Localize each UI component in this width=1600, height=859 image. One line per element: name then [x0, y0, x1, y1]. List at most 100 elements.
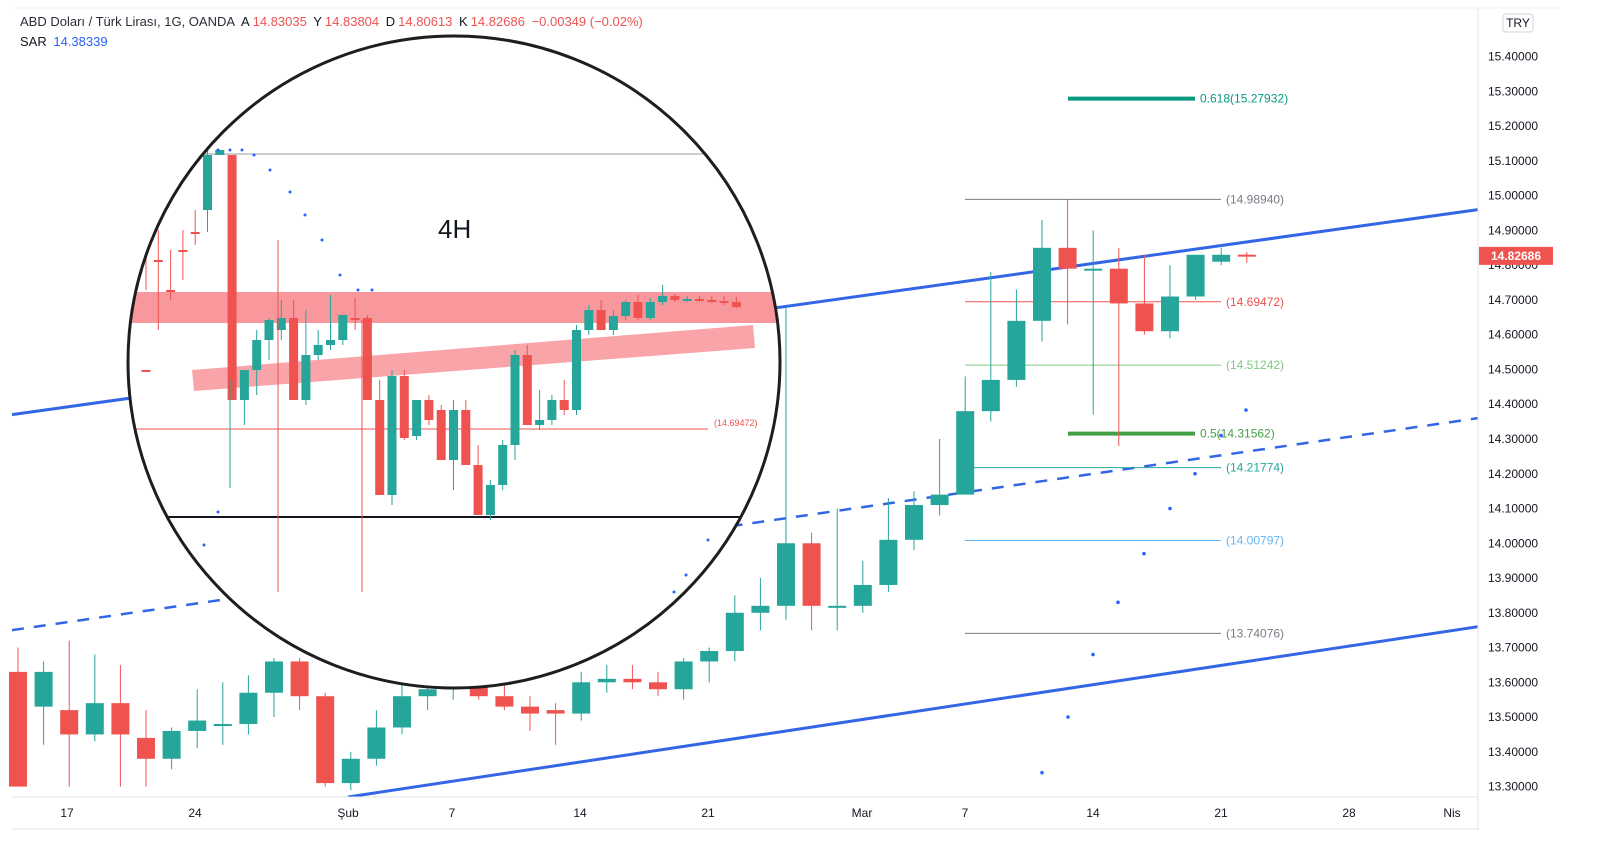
price-tick-label: 14.70000	[1488, 293, 1538, 307]
inset-candle-body	[572, 330, 581, 410]
inset-candle-body	[153, 260, 163, 262]
inset-candle-body	[449, 410, 458, 460]
inset-resistance-zone	[130, 292, 778, 323]
sar-value: 14.38339	[53, 34, 108, 49]
inset-candle-body	[412, 400, 422, 436]
candle-body	[597, 678, 616, 683]
price-tick-label: 13.50000	[1488, 710, 1538, 724]
time-tick-label: 17	[60, 806, 74, 820]
candle-body	[1058, 247, 1077, 269]
inset-candle-body	[596, 310, 606, 330]
inset-candle-body	[276, 318, 286, 330]
candle-body	[367, 727, 386, 759]
candle-body	[265, 661, 283, 693]
candle-body	[981, 379, 1000, 412]
inset-candle-body	[338, 315, 348, 340]
time-axis-bg	[0, 797, 1478, 859]
inset-candle-body	[473, 465, 483, 515]
open-label: A	[240, 14, 250, 29]
inset-level-label: (14.69472)	[714, 418, 758, 428]
time-tick-label: 14	[573, 806, 587, 820]
close-label: K	[459, 14, 468, 29]
candle-body	[341, 758, 360, 784]
inset-sar-dot	[252, 153, 256, 157]
fib-level-label: (14.21774)	[1226, 461, 1284, 475]
inset-candle-body	[264, 320, 274, 340]
candle-body	[60, 710, 79, 735]
price-tick-label: 14.20000	[1488, 467, 1538, 481]
time-tick-label: Mar	[852, 806, 873, 820]
candle-body	[418, 689, 437, 697]
inset-candle-body	[485, 485, 495, 515]
candle-body	[777, 543, 795, 606]
inset-candle-body	[633, 302, 643, 318]
price-tick-label: 14.30000	[1488, 432, 1538, 446]
inset-sar-dot	[706, 538, 710, 542]
candle-body	[1186, 254, 1205, 297]
candle-body	[393, 696, 411, 728]
candle-body	[853, 584, 872, 606]
inset-candle-body	[424, 400, 434, 420]
inset-candle-body	[215, 150, 225, 155]
inset-candle-body	[387, 376, 397, 495]
price-tick-label: 15.00000	[1488, 189, 1538, 203]
price-tick-label: 14.40000	[1488, 397, 1538, 411]
inset-candle-body	[658, 296, 668, 302]
candle-body	[290, 661, 309, 697]
candle-body	[316, 696, 335, 784]
sar-dot	[1244, 408, 1248, 412]
sar-legend: SAR 14.38339	[20, 34, 111, 49]
sar-dot	[1040, 770, 1044, 775]
inset-sar-dot	[356, 288, 360, 292]
candle-body	[828, 605, 847, 608]
candle-body	[34, 671, 53, 707]
inset-sar-dot	[338, 273, 342, 277]
inset-candle-body	[203, 155, 212, 210]
inset-candle-body	[719, 301, 729, 303]
inset-candle-body	[190, 232, 200, 234]
inset-sar-dot	[202, 543, 206, 547]
inset-candle-body	[375, 400, 385, 495]
sar-dot	[1091, 652, 1095, 657]
inset-candle-body	[399, 376, 409, 438]
fib-level-label: (14.51242)	[1226, 358, 1284, 372]
fib-level-label: (14.98940)	[1226, 192, 1284, 206]
inset-candle-body	[535, 420, 545, 425]
price-tick-label: 14.90000	[1488, 223, 1538, 237]
inset-sar-dot	[268, 168, 272, 172]
candle-body	[162, 730, 181, 759]
time-tick-label: 28	[1342, 806, 1356, 820]
candle-body	[9, 671, 27, 787]
inset-candle-body	[362, 318, 372, 400]
low-value: 14.80613	[398, 14, 453, 29]
inset-candle-body	[608, 316, 618, 330]
high-value: 14.83804	[324, 14, 380, 29]
price-tick-label: 15.10000	[1488, 154, 1538, 168]
price-tick-label: 14.00000	[1488, 536, 1538, 550]
candle-body	[1109, 268, 1128, 304]
inset-candle-body	[621, 302, 631, 316]
inset-candle-body	[313, 345, 323, 355]
inset-candle-body	[436, 410, 446, 460]
inset-candle-body	[682, 299, 692, 301]
low-label: D	[385, 14, 396, 29]
currency-badge-label: TRY	[1506, 16, 1530, 30]
inset-sar-dot	[684, 573, 688, 577]
time-tick-label: 24	[188, 806, 202, 820]
inset-sar-dot	[288, 190, 292, 194]
fib-level-label: (14.00797)	[1226, 533, 1284, 547]
inset-candle-body	[547, 400, 557, 420]
inset-candle-body	[498, 445, 508, 485]
inset-candle-body	[584, 310, 594, 330]
inset-candle-body	[227, 155, 237, 400]
channel-lower-line	[347, 625, 1479, 799]
price-tick-label: 14.10000	[1488, 502, 1538, 516]
inset-candle-body	[289, 318, 299, 400]
high-label: Y	[313, 14, 322, 29]
inset-candle-body	[252, 340, 262, 370]
inset-sar-dot	[370, 288, 374, 292]
candle-body	[495, 696, 514, 707]
inset-candle-body	[731, 302, 741, 307]
symbol-title: ABD Doları / Türk Lirası, 1G, OANDA	[20, 14, 236, 29]
